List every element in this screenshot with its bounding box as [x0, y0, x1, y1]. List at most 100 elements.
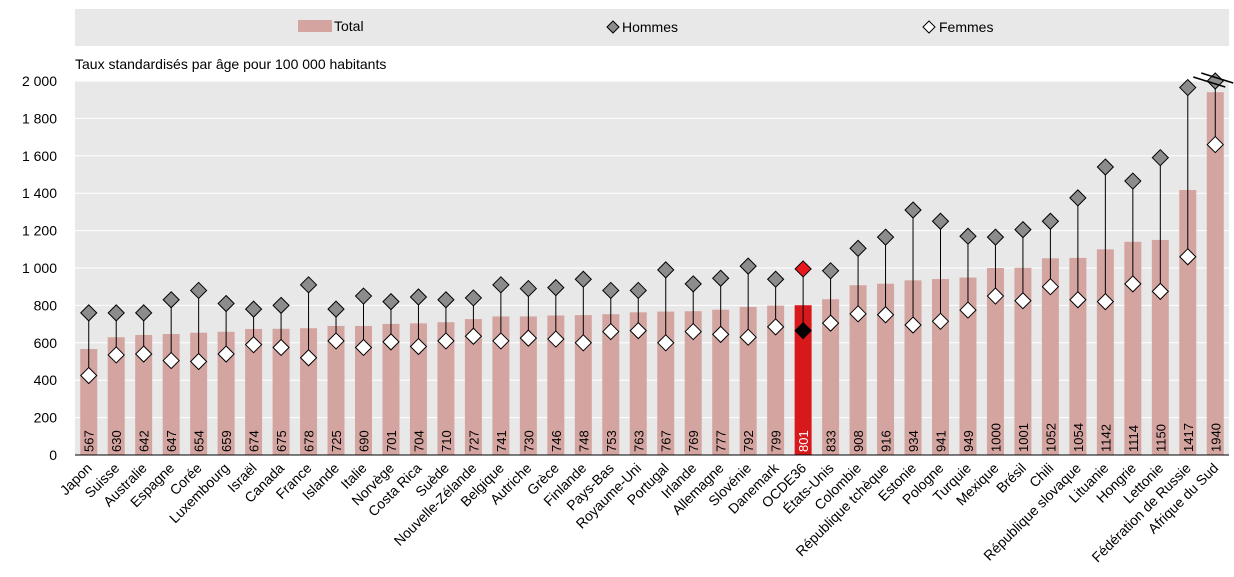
- x-axis-labels: JaponSuisseAustralieEspagneCoréeLuxembou…: [57, 459, 1222, 565]
- marker-hommes: [1151, 148, 1170, 167]
- marker-hommes: [1069, 189, 1087, 207]
- legend-label-total: Total: [334, 18, 364, 34]
- value-label: 908: [851, 430, 866, 452]
- marker-hommes: [1014, 220, 1032, 239]
- value-label: 654: [192, 430, 207, 452]
- marker-hommes: [80, 304, 98, 322]
- bar-total: [1206, 92, 1224, 455]
- chart-subtitle: Taux standardisés par âge pour 100 000 h…: [75, 56, 386, 72]
- marker-hommes: [217, 294, 235, 313]
- bar-total: [767, 305, 785, 455]
- marker-hommes: [629, 281, 647, 300]
- marker-hommes: [739, 257, 757, 275]
- marker-femmes: [904, 316, 922, 334]
- y-tick-label: 1 200: [22, 223, 57, 239]
- marker-femmes: [134, 345, 153, 363]
- marker-femmes: [1096, 292, 1115, 311]
- marker-femmes: [1124, 275, 1142, 293]
- value-label: 1054: [1071, 423, 1086, 452]
- value-label: 647: [164, 430, 179, 452]
- marker-hommes: [1124, 172, 1142, 190]
- value-label: 777: [714, 430, 729, 452]
- value-label: 710: [439, 430, 454, 452]
- bar-total: [1041, 258, 1059, 455]
- bar-total: [135, 334, 153, 455]
- value-label: 934: [906, 430, 921, 452]
- y-tick-label: 2 000: [22, 73, 57, 89]
- marker-femmes: [1069, 291, 1087, 309]
- value-label: 792: [741, 430, 756, 452]
- marker-femmes: [547, 330, 565, 348]
- marker-femmes: [80, 366, 98, 385]
- y-axis: 0 200 400 600 800 1 000 1 200 1 400 1 600 1 800 2 …: [22, 73, 57, 463]
- marker-hommes: [821, 262, 840, 280]
- value-label: 1052: [1043, 423, 1058, 452]
- marker-hommes: [244, 300, 263, 318]
- value-label: 741: [494, 430, 509, 452]
- marker-femmes: [657, 334, 675, 352]
- marker-hommes: [1096, 158, 1115, 176]
- marker-femmes: [189, 352, 208, 371]
- bars: [80, 92, 1224, 455]
- marker-femmes: [217, 345, 235, 363]
- marker-femmes: [272, 338, 290, 357]
- marker-femmes: [876, 306, 895, 324]
- marker-hommes: [382, 292, 400, 311]
- marker-hommes: [354, 287, 373, 305]
- bar-total: [684, 311, 702, 455]
- marker-femmes: [354, 338, 373, 357]
- marker-hommes: [574, 270, 593, 288]
- value-label: 833: [824, 430, 839, 452]
- marker-femmes: [959, 301, 977, 319]
- bar-total: [794, 305, 812, 455]
- marker-femmes: [931, 312, 950, 331]
- value-label: 690: [357, 430, 372, 452]
- marker-femmes: [464, 327, 483, 345]
- marker-hommes: [766, 270, 785, 288]
- bar-total: [877, 283, 895, 455]
- value-label: 799: [769, 430, 784, 452]
- marker-femmes: [602, 322, 620, 341]
- legend-marker-hommes: [606, 20, 620, 34]
- marker-hommes: [547, 278, 565, 297]
- marker-hommes: [1041, 212, 1060, 230]
- marker-hommes: [711, 269, 730, 287]
- y-tick-label: 1 400: [22, 185, 57, 201]
- bar-total: [739, 306, 757, 455]
- value-label: 767: [659, 430, 674, 452]
- break-line: [1201, 72, 1234, 84]
- bar-total: [355, 325, 372, 455]
- value-label: 659: [219, 430, 234, 452]
- bar-total: [1124, 241, 1142, 455]
- marker-femmes: [492, 332, 510, 350]
- bar-total: [822, 299, 840, 455]
- marker-femmes: [574, 334, 593, 352]
- marker-hommes: [409, 288, 428, 306]
- marker-femmes: [849, 305, 867, 323]
- value-label: 725: [329, 430, 344, 452]
- bar-total: [272, 328, 290, 455]
- marker-hommes: [134, 304, 153, 322]
- y-tick-label: 0: [49, 447, 57, 463]
- value-label: 727: [466, 430, 481, 452]
- value-label: 675: [274, 430, 289, 452]
- legend-label-femmes: Femmes: [939, 19, 993, 35]
- marker-femmes: [1014, 292, 1032, 310]
- marker-hommes: [189, 281, 208, 300]
- value-label: 678: [302, 430, 317, 452]
- value-label: 704: [411, 430, 426, 452]
- marker-femmes: [1179, 248, 1197, 266]
- bar-total: [464, 319, 482, 455]
- marker-femmes: [162, 351, 180, 370]
- value-label: 1001: [1016, 423, 1031, 452]
- marker-femmes: [629, 321, 647, 340]
- marker-femmes: [107, 346, 125, 364]
- bar-total: [959, 277, 977, 455]
- bar-total: [217, 331, 235, 455]
- bar-total: [986, 268, 1004, 455]
- bar-total: [1014, 267, 1032, 455]
- marker-hommes: [849, 239, 867, 258]
- marker-femmes: [244, 335, 263, 354]
- marker-hommes: [602, 281, 620, 300]
- marker-femmes: [684, 322, 702, 341]
